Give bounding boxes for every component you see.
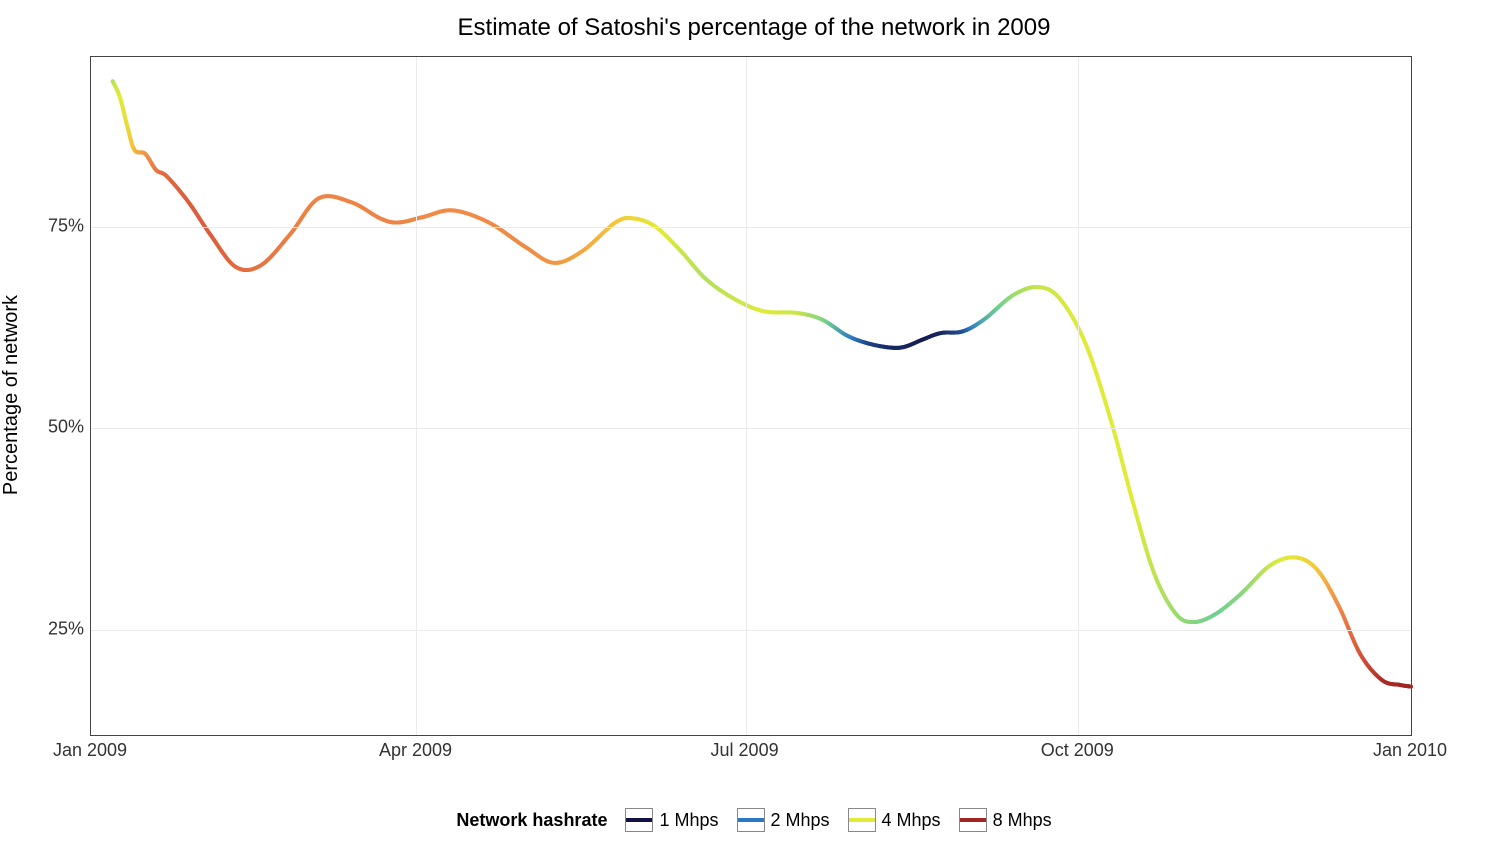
legend-label: 4 Mhps [882,810,941,831]
gridline-v [416,57,417,735]
gridline-h [91,227,1411,228]
legend-label: 8 Mhps [993,810,1052,831]
x-tick-label: Jul 2009 [711,740,779,761]
x-tick-label: Jan 2010 [1373,740,1447,761]
legend-swatch [625,808,653,832]
line-series [91,57,1411,735]
legend-label: 1 Mhps [659,810,718,831]
chart-title: Estimate of Satoshi's percentage of the … [0,14,1508,42]
gridline-v [1078,57,1079,735]
gridline-h [91,630,1411,631]
legend: Network hashrate 1 Mhps 2 Mhps 4 Mhps 8 Mhp… [0,808,1508,832]
y-tick-label: 75% [6,215,84,236]
x-tick-label: Jan 2009 [53,740,127,761]
legend-item: 4 Mhps [848,808,941,832]
plot-area [90,56,1412,736]
legend-item: 2 Mhps [737,808,830,832]
legend-item: 1 Mhps [625,808,718,832]
legend-item: 8 Mhps [959,808,1052,832]
chart-container: Estimate of Satoshi's percentage of the … [0,0,1508,858]
legend-label: 2 Mhps [771,810,830,831]
x-tick-label: Apr 2009 [379,740,452,761]
y-tick-label: 50% [6,417,84,438]
gridline-h [91,428,1411,429]
gridline-v [746,57,747,735]
legend-swatch [848,808,876,832]
y-tick-label: 25% [6,619,84,640]
legend-swatch [737,808,765,832]
x-tick-label: Oct 2009 [1041,740,1114,761]
legend-title: Network hashrate [456,810,607,831]
y-axis-label: Percentage of network [0,295,23,495]
legend-swatch [959,808,987,832]
